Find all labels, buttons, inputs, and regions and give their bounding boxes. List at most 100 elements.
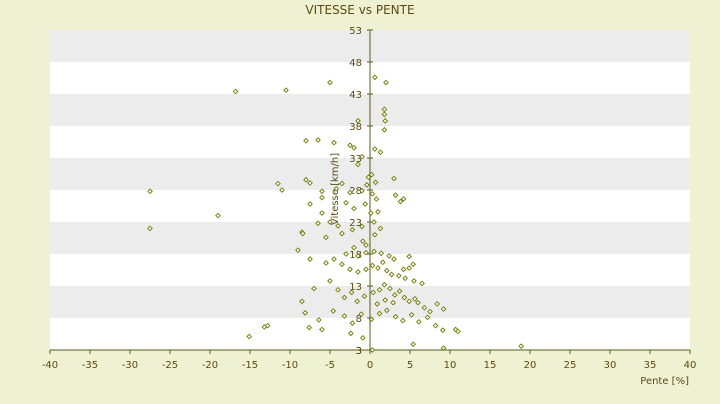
data-point [365,174,372,181]
data-points [147,74,525,353]
data-point [351,205,357,212]
x-tick-label: -35 [82,360,98,371]
data-point [333,185,340,192]
data-point [399,317,406,324]
x-tick-label: 30 [604,360,617,371]
data-point [319,210,325,216]
data-point [303,137,309,144]
data-point [410,341,417,348]
data-point [362,201,369,207]
data-point [339,261,345,268]
data-point [343,199,349,206]
data-point [374,301,381,307]
data-point [341,294,348,301]
y-tick-label: 3 [356,346,362,357]
y-tick-label: 28 [349,186,362,197]
x-tick-label: -20 [202,360,218,371]
data-point [381,106,388,113]
data-point [410,261,417,268]
data-point [376,310,383,317]
data-point [371,219,377,225]
data-point [319,326,325,333]
y-tick-label: 13 [349,282,362,293]
data-point [327,79,333,86]
data-point [359,153,365,160]
data-point [383,79,389,86]
data-point [369,262,376,269]
data-point [323,234,329,241]
data-point [335,287,341,293]
x-axis-ticks: -40 -35 -30 -25 -20 -15 -10 -5 0 5 10 15 20 25 30 35 40 [42,350,696,371]
x-tick-label: 5 [407,360,413,371]
data-point [406,298,413,305]
data-point [215,212,221,219]
data-point [319,188,325,195]
data-point [392,313,399,320]
data-point [351,244,357,251]
data-point [369,191,376,197]
data-point [387,285,393,292]
data-point [339,180,345,187]
x-tick-label: -5 [325,360,335,371]
data-point [391,256,397,262]
x-tick-label: 20 [524,360,537,371]
data-point [303,176,309,183]
data-point [455,328,461,335]
data-point [299,230,306,237]
data-point [440,345,447,351]
data-point [371,74,378,81]
data-point [354,298,361,305]
data-point [382,118,389,124]
data-point [327,219,333,225]
data-point [402,275,409,282]
data-point [373,196,380,202]
x-tick-label: 0 [367,360,373,371]
data-point [359,187,365,194]
data-point [319,194,325,201]
data-point [383,267,390,274]
data-point [307,256,313,262]
data-point [432,322,439,329]
data-point [358,311,365,317]
y-tick-label: 48 [349,58,362,69]
data-point [415,299,421,306]
data-point [371,231,378,238]
data-point [363,266,369,273]
chart-title: VITESSE vs PENTE [305,3,414,17]
data-point [415,319,422,325]
data-point [371,146,378,152]
data-point [246,333,253,340]
data-point [396,288,403,294]
data-point [299,298,305,305]
data-point [397,198,404,205]
data-point [311,285,317,292]
data-point [377,225,384,232]
data-point [518,343,525,349]
data-point [343,251,349,257]
data-point [382,297,389,303]
data-point [349,320,356,326]
data-point [369,347,376,353]
data-point [232,88,239,95]
data-point [379,259,386,266]
y-tick-label: 38 [349,122,362,133]
data-point [392,192,399,198]
data-point [330,308,337,314]
data-point [375,265,381,271]
data-point [400,266,407,273]
data-point [306,324,313,331]
data-point [421,304,428,311]
data-point [315,137,321,143]
data-point [363,182,370,188]
data-point [315,317,322,323]
data-point [347,142,353,149]
data-point [339,230,345,237]
data-point [368,171,375,178]
data-point [434,301,441,307]
data-point [424,314,431,321]
x-tick-label: -25 [162,360,178,371]
x-tick-label: 10 [444,360,457,371]
data-point [347,266,353,273]
data-point [371,248,377,255]
